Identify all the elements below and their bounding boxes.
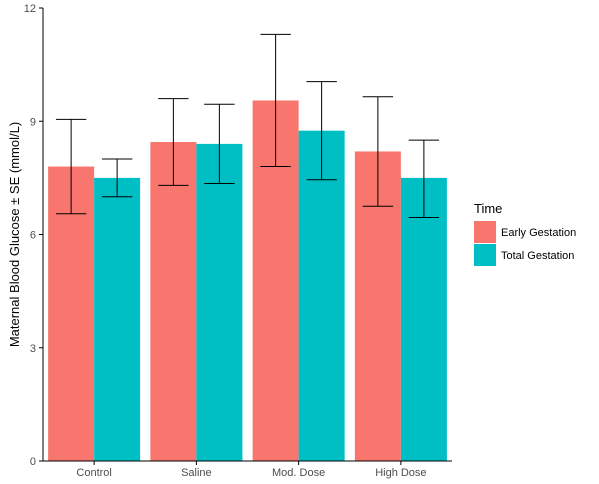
bars — [48, 100, 447, 462]
y-tick-label: 6 — [30, 230, 36, 242]
bar — [400, 177, 447, 462]
x-tick-label: Control — [76, 467, 111, 479]
y-axis-ticks: 0 3 6 9 12 — [24, 3, 43, 468]
legend-label: Total Gestation — [501, 250, 574, 262]
error-bars — [55, 33, 440, 219]
bar — [196, 143, 243, 461]
y-tick-label: 9 — [30, 116, 36, 128]
legend-title: Time — [474, 201, 502, 216]
y-tick-label: 12 — [24, 3, 36, 15]
bar — [94, 177, 141, 462]
legend-label: Early Gestation — [501, 227, 576, 239]
y-tick-label: 3 — [30, 343, 36, 355]
x-tick-label: Saline — [181, 467, 212, 479]
y-tick-label: 0 — [30, 456, 36, 468]
plot-area — [48, 33, 447, 462]
bar — [48, 166, 95, 462]
legend-swatch — [474, 244, 496, 266]
x-axis-ticks: Control Saline Mod. Dose High Dose — [76, 461, 427, 479]
legend-swatch — [474, 221, 496, 243]
x-tick-label: High Dose — [375, 467, 426, 479]
y-axis-title: Maternal Blood Glucose ± SE (mmol/L) — [7, 122, 22, 347]
bar — [298, 130, 345, 461]
legend-items: Early Gestation Total Gestation — [474, 221, 576, 266]
legend: Time Early Gestation Total Gestation — [474, 201, 576, 266]
bar — [150, 142, 197, 461]
x-tick-label: Mod. Dose — [272, 467, 325, 479]
